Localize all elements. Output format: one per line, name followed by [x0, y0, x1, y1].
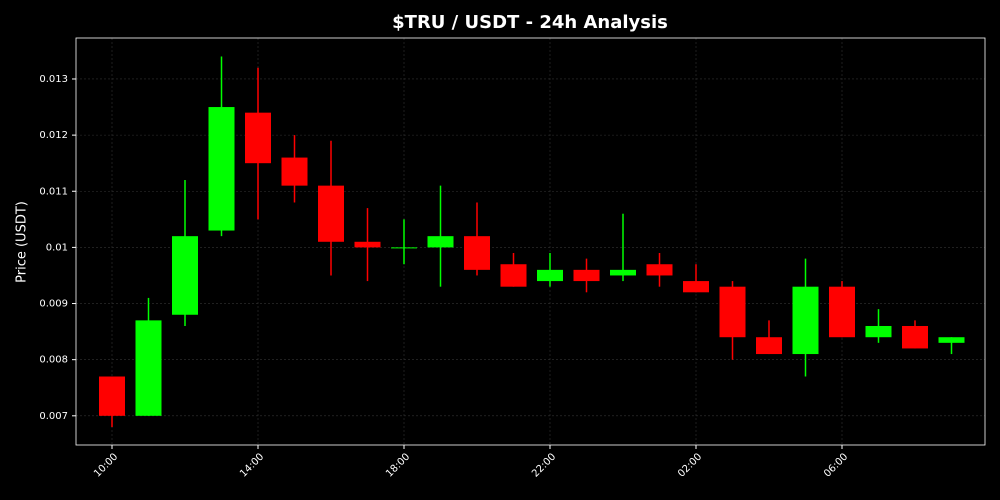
candle-body: [464, 236, 490, 270]
candle-body: [902, 325, 928, 349]
candle-body: [646, 264, 673, 276]
candle-body: [938, 337, 965, 343]
candle-body: [391, 247, 417, 249]
chart-title: $TRU / USDT - 24h Analysis: [392, 12, 668, 33]
y-tick-label: 0.01: [46, 242, 68, 253]
candle-body: [719, 286, 746, 338]
y-tick-label: 0.009: [39, 299, 68, 310]
candle-body: [318, 185, 344, 242]
y-tick-label: 0.012: [39, 130, 68, 141]
candle-body: [792, 286, 819, 355]
plot-frame: [75, 37, 986, 446]
y-tick-label: 0.011: [39, 186, 68, 197]
y-tick-label: 0.007: [39, 411, 68, 422]
candle-body: [829, 286, 855, 338]
candle-body: [683, 281, 709, 293]
candle-body: [756, 337, 782, 355]
candle-body: [281, 157, 308, 186]
y-tick-label: 0.013: [39, 74, 68, 85]
y-tick-label: 0.008: [39, 355, 68, 366]
candle-body: [172, 236, 198, 315]
candle-body: [500, 264, 527, 287]
candle-body: [208, 107, 235, 231]
candle-body: [354, 241, 381, 248]
candle-body: [610, 269, 636, 276]
y-axis-label: Price (USDT): [15, 201, 30, 283]
candle-body: [99, 376, 125, 416]
candle-body: [135, 320, 162, 416]
candle-body: [573, 269, 600, 282]
candle-body: [427, 236, 454, 248]
candle-body: [537, 269, 563, 282]
candle-body: [245, 112, 271, 164]
candle-body: [865, 325, 892, 338]
